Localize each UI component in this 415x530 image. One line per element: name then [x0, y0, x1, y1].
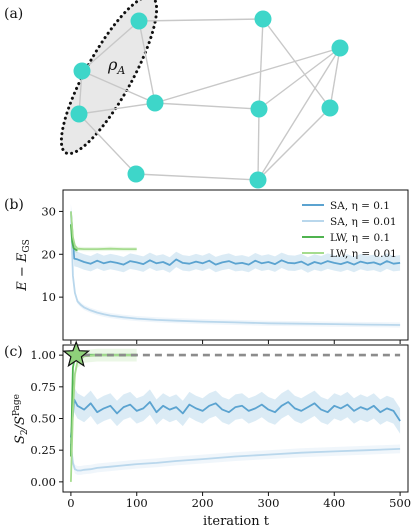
y-tick-label: 1.00 [30, 348, 56, 362]
series-line-sa_01 [70, 398, 401, 438]
series-line-sa_01 [70, 211, 401, 266]
y-axis-label-sub: GS [22, 239, 32, 252]
x-tick-label: 400 [323, 496, 345, 510]
series-line-lw_01 [70, 224, 78, 251]
graph-node [70, 105, 88, 123]
y-label-sub: 2 [20, 429, 30, 435]
region-ellipse [59, 0, 159, 156]
series-line-lw_001 [70, 211, 137, 250]
graph-edge [257, 47, 341, 181]
x-tick-label: 0 [67, 496, 74, 510]
plot-area [70, 348, 401, 489]
y-tick-label: 0.50 [30, 412, 56, 426]
panel-label-c: (c) [4, 344, 23, 360]
graph-edge [81, 20, 140, 72]
legend-label: SA, η = 0.1 [330, 200, 390, 212]
graph-node [254, 10, 272, 28]
y-tick-label: 20 [41, 247, 56, 261]
graph-edge [78, 113, 137, 175]
x-tick-label: 300 [257, 496, 279, 510]
graph-edge [78, 102, 156, 115]
y-label-s: S [13, 435, 28, 444]
graph-node [73, 62, 91, 80]
graph-edge [329, 47, 341, 109]
graph-edge [81, 70, 156, 104]
legend-label: LW, η = 0.1 [330, 232, 390, 244]
y-tick-label: 10 [41, 290, 56, 304]
entropy-chart: 0 100 200 300 400 500 0.00 0.25 0.50 0.75 1.00 S2/S… [12, 340, 411, 529]
graph-node [331, 39, 349, 57]
y-axis-label: S2/SPage [12, 394, 30, 444]
graph-node [249, 171, 267, 189]
y-tick-label: 0.75 [30, 380, 56, 394]
region-label: ρA [107, 55, 125, 77]
series-band-lw_001 [70, 209, 137, 252]
graph-node [146, 94, 164, 112]
panel-label-b: (b) [4, 197, 24, 213]
x-tick-label: 200 [192, 496, 214, 510]
x-tick-label: 500 [389, 496, 411, 510]
x-tick-label: 100 [126, 496, 148, 510]
network-graph [59, 0, 349, 189]
graph-node [321, 99, 339, 117]
graph-edge [257, 107, 331, 181]
star-marker [62, 340, 91, 368]
graph-edge [154, 102, 260, 110]
x-axis-label: iteration t [203, 514, 270, 529]
y-tick-label: 30 [41, 204, 56, 218]
series-line-sa_001 [70, 211, 401, 326]
legend-label: SA, η = 0.01 [330, 216, 397, 228]
graph-node [127, 165, 145, 183]
y-tick-label: 0.00 [30, 475, 56, 489]
graph-edge [258, 18, 264, 110]
series-band-sa_001 [70, 208, 401, 328]
graph-edge [135, 173, 259, 181]
y-axis-label-main: E − E [15, 252, 30, 292]
energy-chart: 10 20 30 E − EGS SA, η = 0.1 SA, η = 0.01 LW, … [15, 189, 409, 344]
y-label-sup: Page [12, 394, 22, 416]
series-band-sa_01 [70, 386, 401, 451]
graph-edge [154, 47, 341, 104]
graph-node [130, 12, 148, 30]
graph-edge [138, 18, 264, 22]
y-tick-label: 0.25 [30, 443, 56, 457]
series-line-sa_001 [70, 443, 401, 472]
plot-area [70, 203, 401, 328]
legend-label: LW, η = 0.01 [330, 248, 397, 260]
y-axis-label: E − EGS [15, 239, 32, 292]
series-band-sa_01 [70, 203, 401, 273]
y-label-mid: /S [13, 416, 28, 431]
graph-edge [258, 47, 341, 110]
graph-node [250, 100, 268, 118]
panel-label-a: (a) [4, 6, 23, 22]
graph-edge [138, 20, 156, 104]
axes-frame [62, 189, 409, 341]
graph-edge [257, 108, 260, 181]
graph-edge [262, 18, 331, 109]
